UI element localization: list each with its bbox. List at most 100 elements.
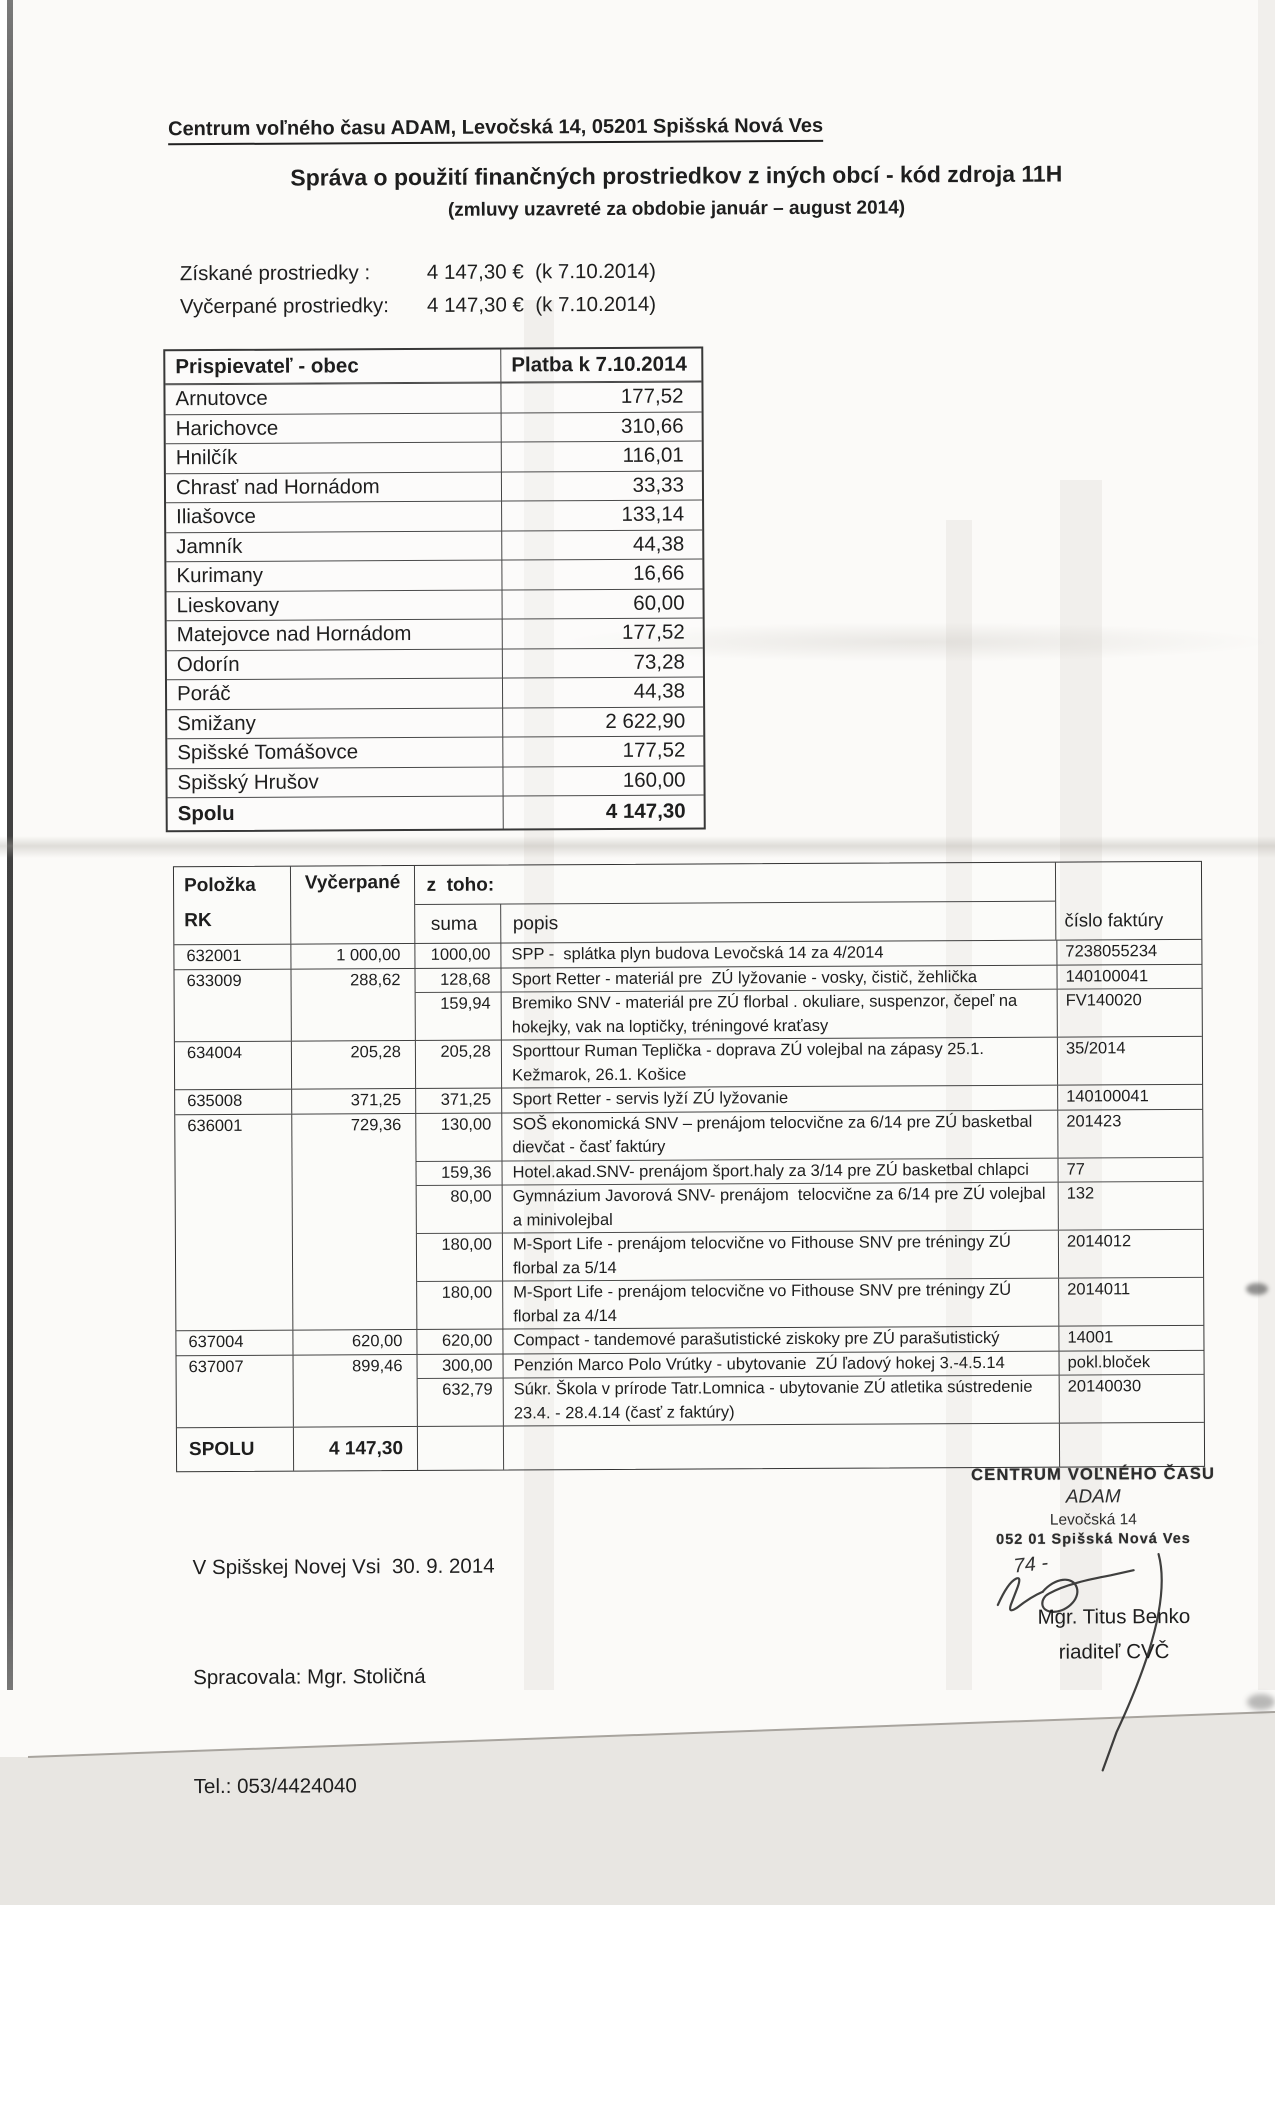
- header-polozka-line1: Položka: [183, 874, 256, 897]
- popis-cell: Hotel.akad.SNV- prenájom šport.haly za 3…: [502, 1158, 1059, 1185]
- vycerpane-cell: 620,00: [293, 1329, 418, 1355]
- suma-cell: 1000,00: [415, 943, 502, 968]
- summary-label: Vyčerpané prostriedky:: [179, 294, 389, 319]
- stamp-line-2: ADAM: [1065, 1486, 1121, 1508]
- polozka-cell: 633009: [174, 969, 292, 1042]
- contribution-row: Hnilčík 116,01: [165, 440, 702, 473]
- contribution-row: Odorín 73,28: [166, 646, 703, 680]
- suma-cell: 620,00: [417, 1329, 504, 1354]
- organization-header: Centrum voľného času ADAM, Levočská 14, …: [168, 114, 824, 146]
- contribution-row: Matejovce nad Hornádom 177,52: [166, 617, 703, 650]
- obec-cell: Spišský Hrušov: [167, 767, 504, 798]
- expense-items: 1000,00 SPP - splátka plyn budova Levočsk…: [415, 940, 1201, 968]
- platba-cell: 60,00: [633, 591, 685, 615]
- page-bottom-edge: [0, 1690, 1275, 2100]
- expense-item-row: 371,25 Sport Retter - servis lyží ZÚ lyžo…: [416, 1085, 1202, 1113]
- expense-item-row: 80,00 Gymnázium Javorová SNV- prenájom te…: [416, 1180, 1203, 1233]
- platba-cell: 44,38: [633, 679, 686, 704]
- contribution-row: Iliašovce 133,14: [166, 499, 703, 532]
- expenses-total-value: 4 147,30: [293, 1426, 419, 1471]
- expense-group: 633009 288,62 128,68 Sport Retter - materiá…: [174, 964, 1202, 1043]
- footer-prepared-by: Spracovala: Mgr. Stoličná: [193, 1664, 426, 1689]
- popis-cell: Súkr. Škola v prírode Tatr.Lomnica - uby…: [503, 1375, 1060, 1426]
- platba-cell: 2 622,90: [605, 709, 686, 733]
- suma-cell: 180,00: [417, 1281, 504, 1329]
- contributions-header-row: Prispievateľ - obec Platba k 7.10.2014: [165, 348, 702, 385]
- total-value-cell: 4 147,30: [605, 799, 686, 823]
- faktura-cell: 14001: [1067, 1328, 1114, 1347]
- platba-cell: 133,14: [621, 502, 685, 527]
- popis-cell: Sport Retter - servis lyží ZÚ lyžovanie: [502, 1085, 1059, 1113]
- expenses-total-empty-suma: [417, 1426, 505, 1470]
- expense-group: 637007 899,46 300,00 Penzión Marco Polo Vrú…: [176, 1350, 1204, 1429]
- footer-place-date: V Spišskej Novej Vsi 30. 9. 2014: [192, 1554, 495, 1580]
- suma-cell: 632,79: [417, 1378, 504, 1426]
- faktura-cell: 2014012: [1066, 1232, 1132, 1251]
- scan-artifact-band: [0, 836, 1275, 858]
- expense-item-row: 180,00 M-Sport Life - prenájom telocvične…: [417, 1276, 1204, 1329]
- header-cell-cislo-faktury: číslo faktúry: [1055, 861, 1202, 940]
- suma-cell: 80,00: [416, 1185, 503, 1233]
- faktura-cell: pokl.bloček: [1067, 1352, 1151, 1372]
- header-mid-group: z toho: suma popis: [414, 862, 1056, 944]
- footer-phone: Tel.: 053/4424040: [193, 1774, 357, 1799]
- polozka-cell: 635008: [175, 1089, 293, 1114]
- obec-cell: Lieskovany: [166, 590, 503, 621]
- expense-item-row: 1000,00 SPP - splátka plyn budova Levočsk…: [415, 940, 1201, 968]
- faktura-cell: 140100041: [1066, 1087, 1149, 1106]
- faktura-cell: 7238055234: [1065, 942, 1158, 961]
- scan-artifact-band: [560, 622, 1275, 662]
- faktura-cell: 20140030: [1067, 1377, 1142, 1396]
- contributions-total-row: Spolu 4 147,30: [167, 794, 704, 831]
- scan-streak: [946, 520, 972, 1710]
- vycerpane-cell: 1 000,00: [291, 943, 416, 969]
- obec-cell: Kurimany: [166, 560, 503, 591]
- expenses-total-label: SPOLU: [176, 1427, 295, 1472]
- expense-item-row: 130,00 SOŠ ekonomická SNV – prenájom telo…: [416, 1109, 1202, 1161]
- stamp-line-3: Levočská 14: [1049, 1511, 1137, 1529]
- obec-cell: Matejovce nad Hornádom: [166, 619, 503, 650]
- header-polozka-line2: RK: [184, 910, 212, 932]
- vycerpane-cell: 205,28: [291, 1040, 417, 1089]
- popis-cell: Bremiko SNV - materiál pre ZÚ florbal . …: [501, 989, 1058, 1040]
- platba-cell: 116,01: [622, 443, 684, 468]
- scanned-page: [13, 0, 1258, 1765]
- expense-item-row: 620,00 Compact - tandemové parašutistické…: [417, 1326, 1203, 1354]
- platba-cell: 44,38: [632, 532, 685, 556]
- vycerpane-cell: 899,46: [293, 1354, 418, 1427]
- popis-cell: Sporttour Ruman Teplička - doprava ZÚ vo…: [501, 1037, 1059, 1088]
- faktura-cell: 2014011: [1067, 1280, 1131, 1299]
- signature: [996, 1552, 1163, 1772]
- total-label-cell: Spolu: [167, 796, 504, 831]
- expense-items: 205,28 Sporttour Ruman Teplička - doprava…: [415, 1037, 1202, 1088]
- scan-streak: [1060, 480, 1102, 1710]
- expenses-body: 632001 1 000,00 1000,00 SPP - splátka plyn …: [174, 939, 1204, 1429]
- platba-cell: 73,28: [633, 650, 685, 674]
- expense-items: 620,00 Compact - tandemové parašutistické…: [417, 1326, 1203, 1354]
- expense-group: 634004 205,28 205,28 Sporttour Ruman Teplič…: [174, 1036, 1203, 1091]
- funds-summary: Získané prostriedky : 4 147,30 € (k 7.10.…: [180, 255, 656, 323]
- obec-cell: Smižany: [167, 708, 504, 739]
- polozka-cell: 637004: [176, 1330, 294, 1355]
- header-cell-vycerpane: Vyčerpané: [290, 865, 415, 944]
- expense-item-row: 180,00 M-Sport Life - prenájom telocvične…: [416, 1228, 1204, 1281]
- contribution-row: Spišské Tomášovce 177,52: [167, 735, 704, 768]
- obec-cell: Iliašovce: [166, 501, 503, 532]
- faktura-cell: FV140020: [1065, 991, 1142, 1010]
- faktura-cell: 132: [1066, 1184, 1095, 1203]
- vycerpane-cell: 288,62: [291, 968, 416, 1041]
- expense-items: 128,68 Sport Retter - materiál pre ZÚ lyž…: [415, 964, 1202, 1040]
- polozka-cell: 632001: [174, 944, 292, 969]
- suma-cell: 128,68: [415, 968, 502, 992]
- popis-cell: SPP - splátka plyn budova Levočská 14 za…: [501, 940, 1058, 968]
- header-cell-popis: popis: [512, 913, 559, 935]
- popis-cell: Penzión Marco Polo Vrútky - ubytovanie Z…: [503, 1351, 1060, 1378]
- expense-item-row: 632,79 Súkr. Škola v prírode Tatr.Lomnica…: [417, 1373, 1204, 1426]
- vycerpane-cell: 371,25: [292, 1088, 417, 1114]
- platba-cell: 177,52: [622, 738, 686, 763]
- footer-left-block: V Spišskej Novej Vsi 30. 9. 2014 Spracov…: [192, 1476, 496, 1879]
- vycerpane-cell: 729,36: [292, 1113, 418, 1330]
- expenses-header: Položka RK Vyčerpané z toho: suma popis …: [173, 861, 1202, 946]
- expenses-table: Položka RK Vyčerpané z toho: suma popis …: [172, 860, 1206, 1473]
